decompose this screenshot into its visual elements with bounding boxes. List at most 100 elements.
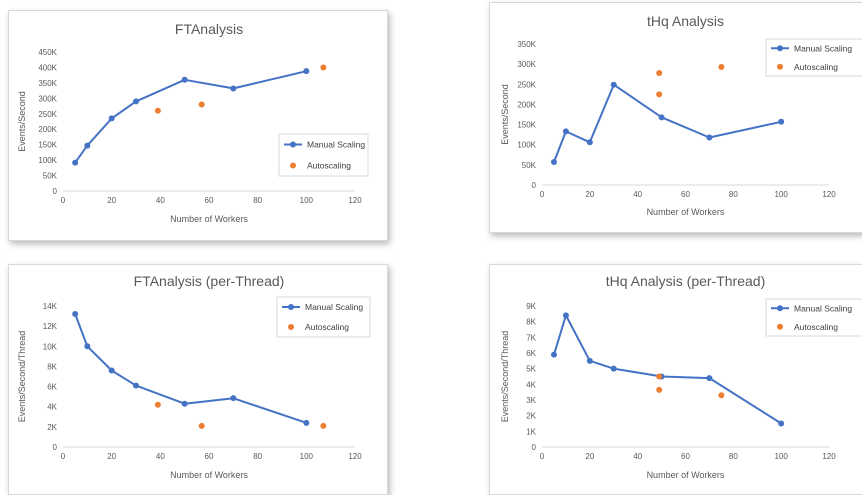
y-axis-label: Events/Second	[17, 91, 27, 152]
data-point-manual-scaling	[303, 68, 310, 75]
y-tick-label: 300K	[38, 94, 57, 103]
x-tick-label: 40	[156, 196, 165, 205]
legend-swatch-marker	[777, 305, 783, 312]
data-point-manual-scaling	[706, 134, 713, 141]
chart-title: FTAnalysis	[175, 21, 243, 37]
data-point-manual-scaling	[562, 128, 569, 135]
chart-thq-analysis: tHq Analysis 0 50K 100K 150K 200K 250K 300K 350K…	[500, 13, 862, 217]
x-tick-label: 0	[61, 196, 66, 205]
x-tick-label: 120	[348, 196, 362, 205]
data-point-autoscaling	[154, 107, 161, 114]
y-tick-label: 4K	[526, 380, 536, 389]
data-point-manual-scaling	[706, 375, 713, 382]
y-tick-label: 6K	[526, 349, 536, 358]
x-tick-label: 60	[681, 452, 690, 461]
legend: Manual Scaling Autoscaling	[765, 298, 862, 337]
x-tick-label: 120	[822, 452, 836, 461]
x-tick-label: 20	[585, 190, 594, 199]
chart-title: tHq Analysis	[647, 13, 724, 29]
legend-label: Manual Scaling	[307, 140, 365, 150]
x-tick-label: 80	[729, 190, 738, 199]
legend-swatch-marker	[288, 324, 294, 330]
y-tick-label: 150K	[517, 121, 536, 130]
data-point-manual-scaling	[586, 357, 593, 364]
legend-swatch-marker	[288, 304, 294, 310]
chart-panel-ftanalysis-per-thread: FTAnalysis (per-Thread) 0 2K 4K 6K 8K 10K 12K 14…	[8, 264, 388, 495]
x-tick-label: 40	[156, 452, 165, 461]
chart-title: FTAnalysis (per-Thread)	[134, 273, 285, 289]
data-point-manual-scaling	[230, 395, 237, 402]
x-tick-label: 0	[61, 452, 66, 461]
legend-label: Autoscaling	[794, 322, 838, 332]
legend-swatch-marker	[777, 323, 783, 330]
y-tick-label: 400K	[38, 63, 57, 72]
y-tick-label: 1K	[526, 427, 536, 436]
chart-ftanalysis: FTAnalysis 0 50K 100K 150K 200K 250K 300K 350K 40…	[17, 21, 369, 224]
data-point-autoscaling	[198, 422, 205, 429]
legend-swatch-marker	[290, 141, 296, 148]
legend-label: Manual Scaling	[794, 303, 852, 313]
data-point-manual-scaling	[610, 81, 617, 88]
data-point-manual-scaling	[108, 367, 115, 374]
data-point-autoscaling	[656, 70, 663, 77]
legend: Manual Scaling Autoscaling	[276, 296, 371, 338]
x-tick-label: 80	[253, 452, 262, 461]
x-axis-label: Number of Workers	[647, 207, 725, 217]
data-point-manual-scaling	[658, 114, 665, 121]
y-tick-label: 200K	[38, 125, 57, 134]
data-point-autoscaling	[656, 373, 663, 380]
data-point-manual-scaling	[610, 365, 617, 372]
data-point-manual-scaling	[778, 118, 785, 125]
y-tick-label: 100K	[517, 141, 536, 150]
chart-panel-thq-analysis-per-thread: tHq Analysis (per-Thread) 0 1K 2K 3K 4K 5K 6K 7K…	[489, 264, 862, 495]
y-tick-label: 200K	[517, 100, 536, 109]
data-point-manual-scaling	[550, 159, 557, 166]
legend-label: Manual Scaling	[305, 302, 363, 312]
legend: Manual Scaling Autoscaling	[278, 133, 369, 177]
x-tick-label: 80	[253, 196, 262, 205]
x-tick-label: 100	[774, 452, 788, 461]
y-tick-label: 350K	[517, 40, 536, 49]
data-point-manual-scaling	[562, 312, 569, 319]
y-tick-label: 14K	[43, 302, 58, 311]
chart-title: tHq Analysis (per-Thread)	[606, 273, 766, 289]
data-point-manual-scaling	[84, 343, 91, 350]
data-point-autoscaling	[320, 64, 327, 71]
y-tick-label: 0	[532, 181, 537, 190]
y-tick-label: 100K	[38, 156, 57, 165]
y-tick-label: 5K	[526, 365, 536, 374]
y-tick-label: 0	[532, 443, 537, 452]
x-tick-label: 0	[540, 452, 545, 461]
series-line-manual-scaling	[553, 83, 782, 163]
x-tick-label: 40	[633, 452, 642, 461]
y-tick-label: 7K	[526, 333, 536, 342]
y-tick-label: 10K	[43, 342, 58, 351]
x-tick-label: 40	[633, 190, 642, 199]
y-tick-label: 8K	[526, 318, 536, 327]
x-tick-label: 80	[729, 452, 738, 461]
y-tick-label: 150K	[38, 141, 57, 150]
data-point-autoscaling	[718, 392, 725, 399]
data-point-autoscaling	[198, 101, 205, 108]
legend: Manual Scaling Autoscaling	[765, 38, 862, 77]
x-tick-label: 0	[540, 190, 545, 199]
data-point-manual-scaling	[586, 139, 593, 146]
data-point-manual-scaling	[133, 98, 139, 105]
y-tick-label: 6K	[47, 383, 57, 392]
data-point-manual-scaling	[133, 382, 139, 389]
y-axis-label: Events/Second	[500, 84, 510, 145]
y-tick-label: 9K	[526, 302, 536, 311]
y-tick-label: 2K	[47, 423, 57, 432]
data-point-manual-scaling	[72, 311, 79, 318]
chart-ftanalysis-per-thread: FTAnalysis (per-Thread) 0 2K 4K 6K 8K 10K 12K 14…	[17, 273, 371, 480]
data-point-autoscaling	[154, 401, 161, 408]
y-axis-label: Events/Second/Thread	[17, 331, 27, 423]
data-point-manual-scaling	[303, 419, 310, 426]
x-tick-label: 20	[107, 452, 116, 461]
x-axis-label: Number of Workers	[170, 214, 248, 224]
y-tick-label: 12K	[43, 322, 58, 331]
legend-label: Autoscaling	[307, 161, 351, 171]
chart-panel-ftanalysis: FTAnalysis 0 50K 100K 150K 200K 250K 300K 350K 40…	[8, 10, 388, 241]
chart-thq-analysis-per-thread: tHq Analysis (per-Thread) 0 1K 2K 3K 4K 5K 6K 7K…	[500, 273, 862, 480]
data-point-manual-scaling	[230, 85, 237, 92]
